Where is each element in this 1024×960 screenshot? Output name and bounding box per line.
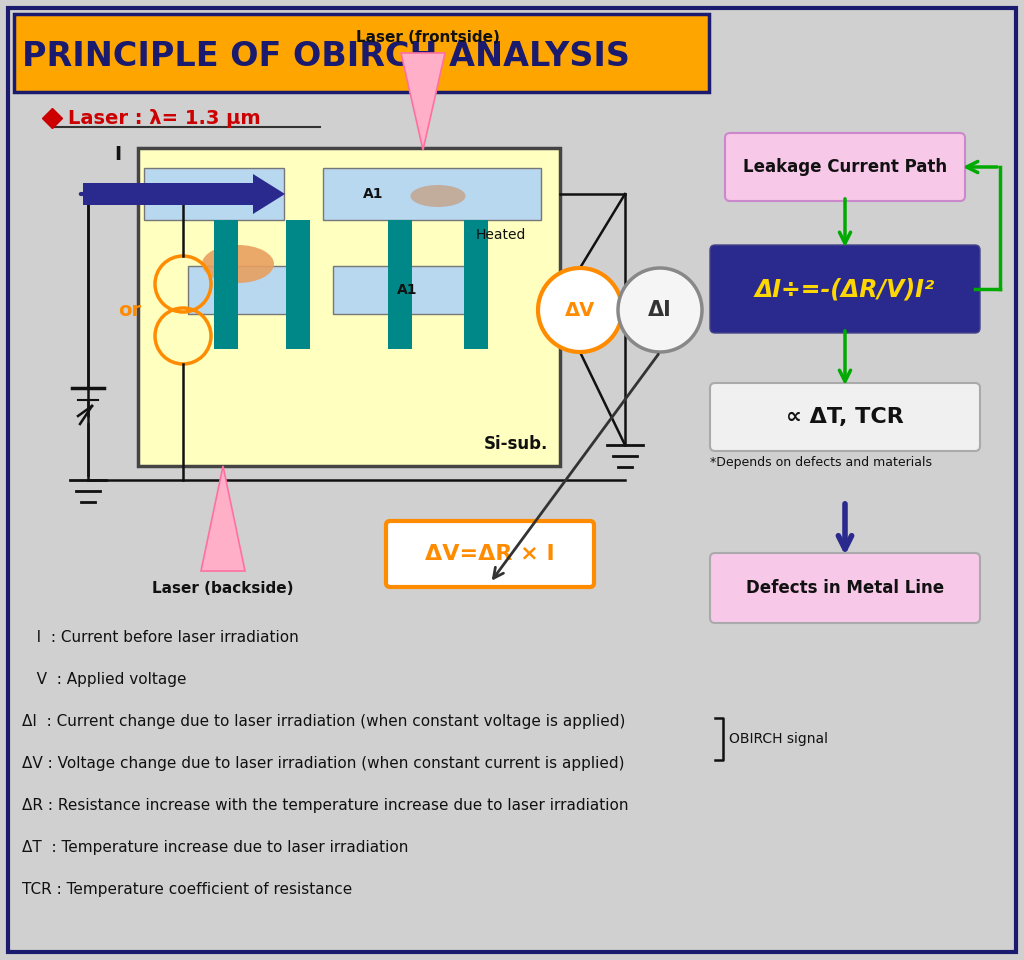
Text: V  : Applied voltage: V : Applied voltage (22, 672, 186, 687)
Text: PRINCIPLE OF OBIRCH ANALYSIS: PRINCIPLE OF OBIRCH ANALYSIS (22, 39, 630, 73)
FancyBboxPatch shape (710, 553, 980, 623)
Text: *Depends on defects and materials: *Depends on defects and materials (710, 456, 932, 469)
Ellipse shape (202, 245, 274, 283)
FancyBboxPatch shape (144, 168, 284, 220)
FancyBboxPatch shape (386, 521, 594, 587)
FancyBboxPatch shape (138, 148, 560, 466)
Text: Laser (frontside): Laser (frontside) (356, 30, 500, 45)
Text: ΔV : Voltage change due to laser irradiation (when constant current is applied): ΔV : Voltage change due to laser irradia… (22, 756, 625, 771)
Text: ΔI  : Current change due to laser irradiation (when constant voltage is applied): ΔI : Current change due to laser irradia… (22, 714, 626, 729)
FancyBboxPatch shape (286, 220, 310, 349)
FancyBboxPatch shape (464, 220, 488, 349)
FancyBboxPatch shape (14, 14, 709, 92)
Ellipse shape (411, 185, 466, 207)
Text: Defects in Metal Line: Defects in Metal Line (745, 579, 944, 597)
Text: ΔI÷=-(ΔR/V)I²: ΔI÷=-(ΔR/V)I² (755, 277, 935, 301)
Text: Laser (backside): Laser (backside) (153, 581, 294, 596)
Text: I  : Current before laser irradiation: I : Current before laser irradiation (22, 630, 299, 645)
Text: A1: A1 (362, 187, 383, 201)
Text: A1: A1 (396, 283, 417, 297)
Text: or: or (606, 300, 630, 320)
Text: Leakage Current Path: Leakage Current Path (743, 158, 947, 176)
Text: or: or (119, 300, 141, 320)
Text: I: I (115, 145, 122, 164)
FancyBboxPatch shape (710, 245, 980, 333)
FancyBboxPatch shape (725, 133, 965, 201)
FancyBboxPatch shape (214, 220, 238, 349)
FancyBboxPatch shape (388, 220, 412, 349)
FancyBboxPatch shape (323, 168, 541, 220)
FancyArrow shape (83, 174, 285, 214)
Text: Si-sub.: Si-sub. (483, 435, 548, 453)
FancyBboxPatch shape (8, 8, 1016, 952)
Polygon shape (401, 53, 445, 150)
Circle shape (538, 268, 622, 352)
Circle shape (618, 268, 702, 352)
Text: Heated: Heated (475, 228, 526, 242)
Text: ΔT  : Temperature increase due to laser irradiation: ΔT : Temperature increase due to laser i… (22, 840, 409, 855)
Text: ΔV=ΔR × I: ΔV=ΔR × I (425, 544, 555, 564)
Text: ΔR : Resistance increase with the temperature increase due to laser irradiation: ΔR : Resistance increase with the temper… (22, 798, 629, 813)
FancyBboxPatch shape (710, 383, 980, 451)
Polygon shape (201, 466, 245, 571)
Text: OBIRCH signal: OBIRCH signal (729, 732, 828, 746)
Text: ΔI: ΔI (648, 300, 672, 320)
FancyBboxPatch shape (188, 266, 308, 314)
Text: TCR : Temperature coefficient of resistance: TCR : Temperature coefficient of resista… (22, 882, 352, 897)
Text: ΔV: ΔV (565, 300, 595, 320)
Text: Laser : λ= 1.3 μm: Laser : λ= 1.3 μm (68, 108, 261, 128)
FancyBboxPatch shape (333, 266, 481, 314)
Text: ∝ ΔT, TCR: ∝ ΔT, TCR (786, 407, 904, 427)
